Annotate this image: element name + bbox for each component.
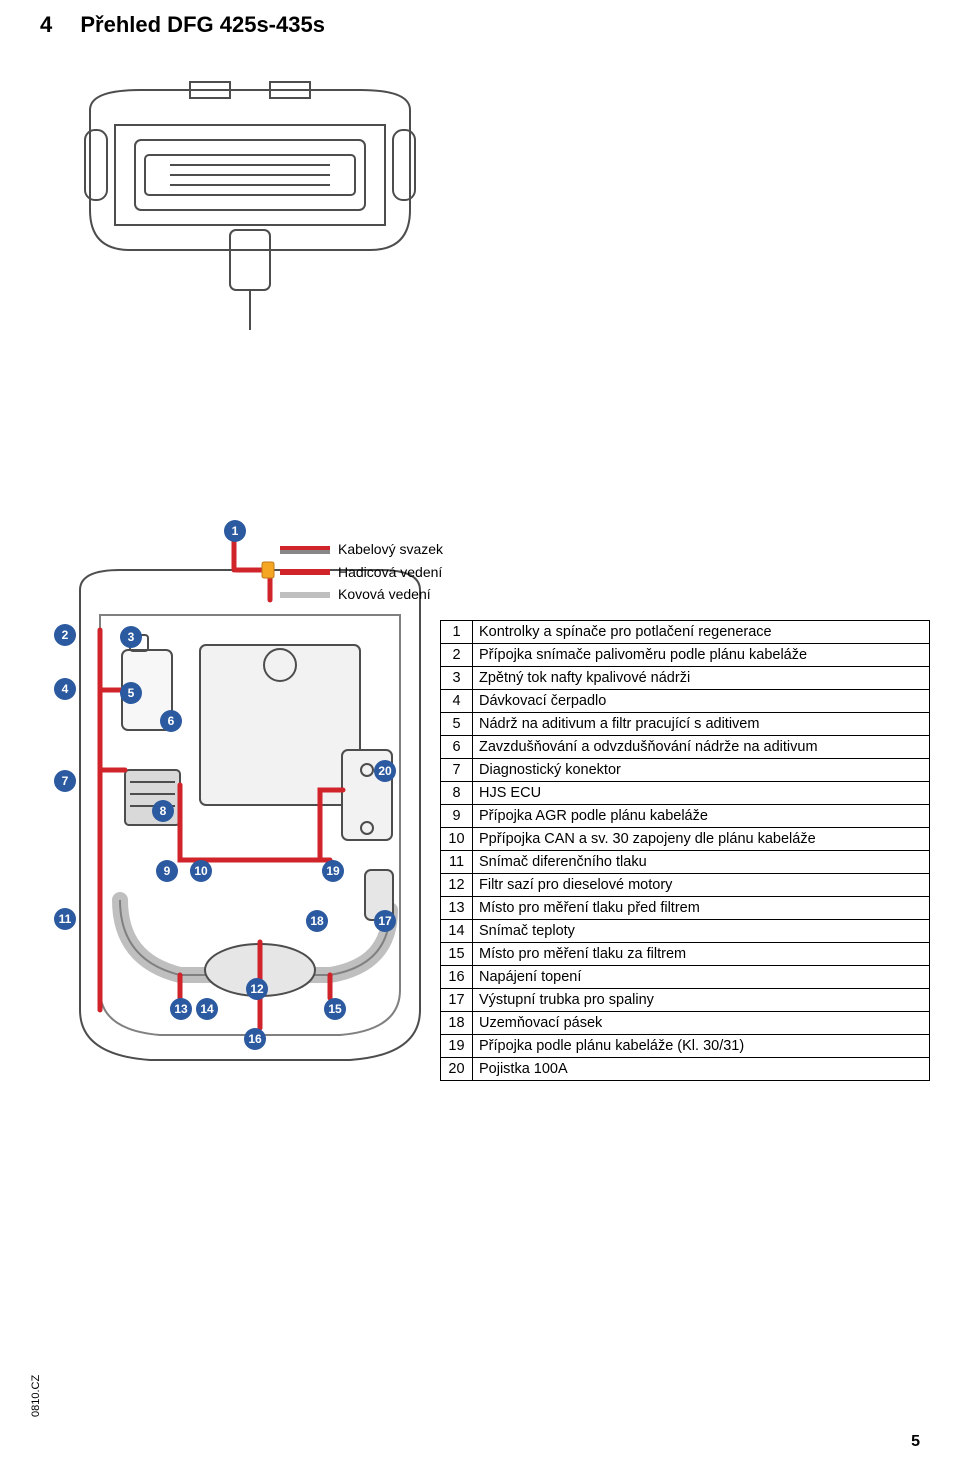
swatch-metal bbox=[280, 592, 330, 598]
part-number: 18 bbox=[441, 1012, 473, 1035]
diagram-legend: Kabelový svazek Hadicová vedení Kovová v… bbox=[280, 540, 443, 608]
callout-bubble-9: 9 bbox=[156, 860, 178, 882]
callout-bubble-8: 8 bbox=[152, 800, 174, 822]
page-number: 5 bbox=[911, 1433, 920, 1451]
table-row: 2Přípojka snímače palivoměru podle plánu… bbox=[441, 644, 930, 667]
part-desc: Výstupní trubka pro spaliny bbox=[473, 989, 930, 1012]
part-number: 19 bbox=[441, 1035, 473, 1058]
callout-bubble-5: 5 bbox=[120, 682, 142, 704]
part-desc: Přípojka podle plánu kabeláže (Kl. 30/31… bbox=[473, 1035, 930, 1058]
callout-bubble-17: 17 bbox=[374, 910, 396, 932]
part-desc: Ppřípojka CAN a sv. 30 zapojeny dle plán… bbox=[473, 828, 930, 851]
table-row: 12Filtr sazí pro dieselové motory bbox=[441, 874, 930, 897]
part-desc: Kontrolky a spínače pro potlačení regene… bbox=[473, 621, 930, 644]
legend-label-hose: Hadicová vedení bbox=[338, 563, 442, 583]
legend-label-metal: Kovová vedení bbox=[338, 585, 431, 605]
table-row: 15Místo pro měření tlaku za filtrem bbox=[441, 943, 930, 966]
part-desc: Uzemňovací pásek bbox=[473, 1012, 930, 1035]
part-desc: Přípojka snímače palivoměru podle plánu … bbox=[473, 644, 930, 667]
table-row: 4Dávkovací čerpadlo bbox=[441, 690, 930, 713]
callout-bubble-18: 18 bbox=[306, 910, 328, 932]
part-number: 11 bbox=[441, 851, 473, 874]
callout-bubble-1: 1 bbox=[224, 520, 246, 542]
table-row: 5Nádrž na aditivum a filtr pracující s a… bbox=[441, 713, 930, 736]
side-code: 0810.CZ bbox=[30, 1375, 42, 1417]
part-desc: Zavzdušňování a odvzdušňování nádrže na … bbox=[473, 736, 930, 759]
table-row: 18Uzemňovací pásek bbox=[441, 1012, 930, 1035]
table-row: 7Diagnostický konektor bbox=[441, 759, 930, 782]
callout-bubble-20: 20 bbox=[374, 760, 396, 782]
part-desc: Nádrž na aditivum a filtr pracující s ad… bbox=[473, 713, 930, 736]
callout-bubble-4: 4 bbox=[54, 678, 76, 700]
page-title: 4 Přehled DFG 425s-435s bbox=[40, 12, 325, 38]
part-desc: Napájení topení bbox=[473, 966, 930, 989]
part-number: 8 bbox=[441, 782, 473, 805]
table-row: 8HJS ECU bbox=[441, 782, 930, 805]
technical-diagram: Kabelový svazek Hadicová vedení Kovová v… bbox=[30, 70, 470, 1070]
part-desc: Filtr sazí pro dieselové motory bbox=[473, 874, 930, 897]
table-row: 17Výstupní trubka pro spaliny bbox=[441, 989, 930, 1012]
part-number: 5 bbox=[441, 713, 473, 736]
title-text: Přehled DFG 425s-435s bbox=[80, 12, 325, 37]
legend-row-hose: Hadicová vedení bbox=[280, 563, 443, 583]
callout-bubble-3: 3 bbox=[120, 626, 142, 648]
table-row: 13Místo pro měření tlaku před filtrem bbox=[441, 897, 930, 920]
callout-bubble-15: 15 bbox=[324, 998, 346, 1020]
legend-label-cable: Kabelový svazek bbox=[338, 540, 443, 560]
table-row: 10Ppřípojka CAN a sv. 30 zapojeny dle pl… bbox=[441, 828, 930, 851]
part-desc: Místo pro měření tlaku před filtrem bbox=[473, 897, 930, 920]
part-number: 9 bbox=[441, 805, 473, 828]
part-number: 16 bbox=[441, 966, 473, 989]
table-row: 9Přípojka AGR podle plánu kabeláže bbox=[441, 805, 930, 828]
parts-table: 1Kontrolky a spínače pro potlačení regen… bbox=[440, 620, 930, 1081]
callout-bubble-13: 13 bbox=[170, 998, 192, 1020]
part-number: 7 bbox=[441, 759, 473, 782]
legend-row-cable: Kabelový svazek bbox=[280, 540, 443, 560]
callout-bubble-10: 10 bbox=[190, 860, 212, 882]
part-desc: Místo pro měření tlaku za filtrem bbox=[473, 943, 930, 966]
table-row: 3Zpětný tok nafty kpalivové nádrži bbox=[441, 667, 930, 690]
swatch-hose bbox=[280, 569, 330, 575]
part-number: 13 bbox=[441, 897, 473, 920]
part-number: 12 bbox=[441, 874, 473, 897]
part-desc: Zpětný tok nafty kpalivové nádrži bbox=[473, 667, 930, 690]
part-number: 20 bbox=[441, 1058, 473, 1081]
legend-row-metal: Kovová vedení bbox=[280, 585, 443, 605]
part-desc: HJS ECU bbox=[473, 782, 930, 805]
table-row: 6Zavzdušňování a odvzdušňování nádrže na… bbox=[441, 736, 930, 759]
part-number: 6 bbox=[441, 736, 473, 759]
part-number: 1 bbox=[441, 621, 473, 644]
part-number: 14 bbox=[441, 920, 473, 943]
swatch-cable bbox=[280, 546, 330, 554]
table-row: 11Snímač diferenčního tlaku bbox=[441, 851, 930, 874]
table-row: 14Snímač teploty bbox=[441, 920, 930, 943]
part-desc: Snímač teploty bbox=[473, 920, 930, 943]
part-number: 15 bbox=[441, 943, 473, 966]
callout-bubble-12: 12 bbox=[246, 978, 268, 1000]
part-desc: Přípojka AGR podle plánu kabeláže bbox=[473, 805, 930, 828]
section-number: 4 bbox=[40, 12, 52, 37]
part-number: 10 bbox=[441, 828, 473, 851]
callout-bubble-19: 19 bbox=[322, 860, 344, 882]
callout-bubble-2: 2 bbox=[54, 624, 76, 646]
table-row: 1Kontrolky a spínače pro potlačení regen… bbox=[441, 621, 930, 644]
part-number: 3 bbox=[441, 667, 473, 690]
part-desc: Snímač diferenčního tlaku bbox=[473, 851, 930, 874]
part-number: 4 bbox=[441, 690, 473, 713]
part-desc: Pojistka 100A bbox=[473, 1058, 930, 1081]
part-number: 17 bbox=[441, 989, 473, 1012]
table-row: 20Pojistka 100A bbox=[441, 1058, 930, 1081]
callout-bubble-14: 14 bbox=[196, 998, 218, 1020]
part-desc: Diagnostický konektor bbox=[473, 759, 930, 782]
table-row: 19Přípojka podle plánu kabeláže (Kl. 30/… bbox=[441, 1035, 930, 1058]
callout-bubble-16: 16 bbox=[244, 1028, 266, 1050]
callout-bubble-11: 11 bbox=[54, 908, 76, 930]
callout-bubble-7: 7 bbox=[54, 770, 76, 792]
callout-bubble-6: 6 bbox=[160, 710, 182, 732]
part-number: 2 bbox=[441, 644, 473, 667]
table-row: 16Napájení topení bbox=[441, 966, 930, 989]
part-desc: Dávkovací čerpadlo bbox=[473, 690, 930, 713]
